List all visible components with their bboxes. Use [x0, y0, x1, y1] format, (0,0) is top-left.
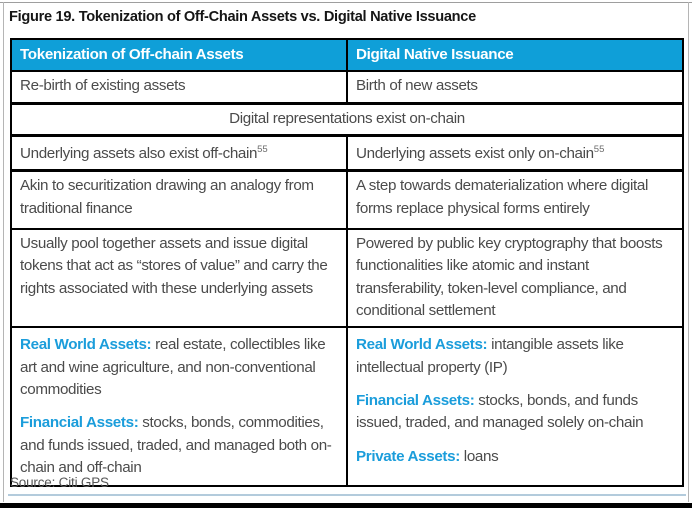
cell-underlying-left-text: Underlying assets also exist off-chain [20, 145, 258, 163]
cell-merged: Digital representations exist on-chain [10, 101, 684, 138]
left-frame-rule [3, 2, 4, 502]
keyword-financial-assets-left: Financial Assets: [20, 414, 139, 432]
text-financial-assets-right: stocks, bonds, and funds issued, traded,… [356, 392, 644, 432]
text-real-world-assets-right: intangible assets like intellectual prop… [356, 336, 624, 376]
paragraph-private-assets-right: Private Assets: loans [356, 446, 674, 468]
top-rule [0, 2, 692, 3]
table-row-merged: Digital representations exist on-chain [10, 101, 684, 138]
figure-title: Figure 19. Tokenization of Off-Chain Ass… [9, 9, 476, 25]
cell-mechanics-left: Usually pool together assets and issue d… [10, 227, 348, 329]
cell-mechanics-right: Powered by public key cryptography that … [346, 227, 684, 329]
paragraph-real-world-assets-left: Real World Assets: real estate, collecti… [20, 334, 338, 401]
header-cell-tokenization: Tokenization of Off-chain Assets [10, 37, 348, 73]
text-financial-assets-left: stocks, bonds, commodities, and funds is… [20, 414, 332, 477]
paragraph-financial-assets-left: Financial Assets: stocks, bonds, commodi… [20, 412, 338, 479]
table-row-mechanics: Usually pool together assets and issue d… [10, 227, 684, 329]
text-real-world-assets-left: real estate, collectibles like art and w… [20, 336, 326, 398]
comparison-table: Tokenization of Off-chain Assets Digital… [10, 37, 684, 488]
bottom-border-bar [0, 503, 692, 508]
keyword-real-world-assets-right: Real World Assets: [356, 336, 488, 354]
table-row-asset-types: Real World Assets: real estate, collecti… [10, 326, 684, 488]
table-header-row: Tokenization of Off-chain Assets Digital… [10, 37, 684, 73]
cell-analogy-right: A step towards dematerialization where d… [346, 169, 684, 230]
header-cell-digital-native: Digital Native Issuance [346, 37, 684, 73]
cell-assets-left: Real World Assets: real estate, collecti… [10, 326, 348, 488]
keyword-real-world-assets-left: Real World Assets: [20, 336, 152, 354]
footnote-55-left: 55 [257, 144, 268, 156]
cell-underlying-right: Underlying assets exist only on-chain55 [346, 134, 684, 173]
paragraph-real-world-assets-right: Real World Assets: intangible assets lik… [356, 334, 674, 379]
cell-analogy-left: Akin to securitization drawing an analog… [10, 169, 348, 230]
cell-underlying-left: Underlying assets also exist off-chain55 [10, 134, 348, 173]
right-frame-rule [688, 2, 689, 502]
keyword-private-assets-right: Private Assets: [356, 447, 460, 465]
table-row-underlying: Underlying assets also exist off-chain55… [10, 134, 684, 173]
footer-rule [8, 494, 686, 496]
table-row-analogy: Akin to securitization drawing an analog… [10, 169, 684, 230]
cell-rebirth-left: Re-birth of existing assets [10, 70, 348, 105]
table-row-rebirth: Re-birth of existing assets Birth of new… [10, 70, 684, 105]
cell-assets-right: Real World Assets: intangible assets lik… [346, 326, 684, 488]
text-private-assets-right: loans [459, 447, 499, 465]
cell-rebirth-right: Birth of new assets [346, 70, 684, 105]
paragraph-financial-assets-right: Financial Assets: stocks, bonds, and fun… [356, 390, 674, 435]
keyword-financial-assets-right: Financial Assets: [356, 392, 475, 409]
cell-underlying-right-text: Underlying assets exist only on-chain [356, 145, 594, 163]
footnote-55-right: 55 [593, 144, 605, 156]
source-attribution: Source: Citi GPS [10, 475, 109, 490]
